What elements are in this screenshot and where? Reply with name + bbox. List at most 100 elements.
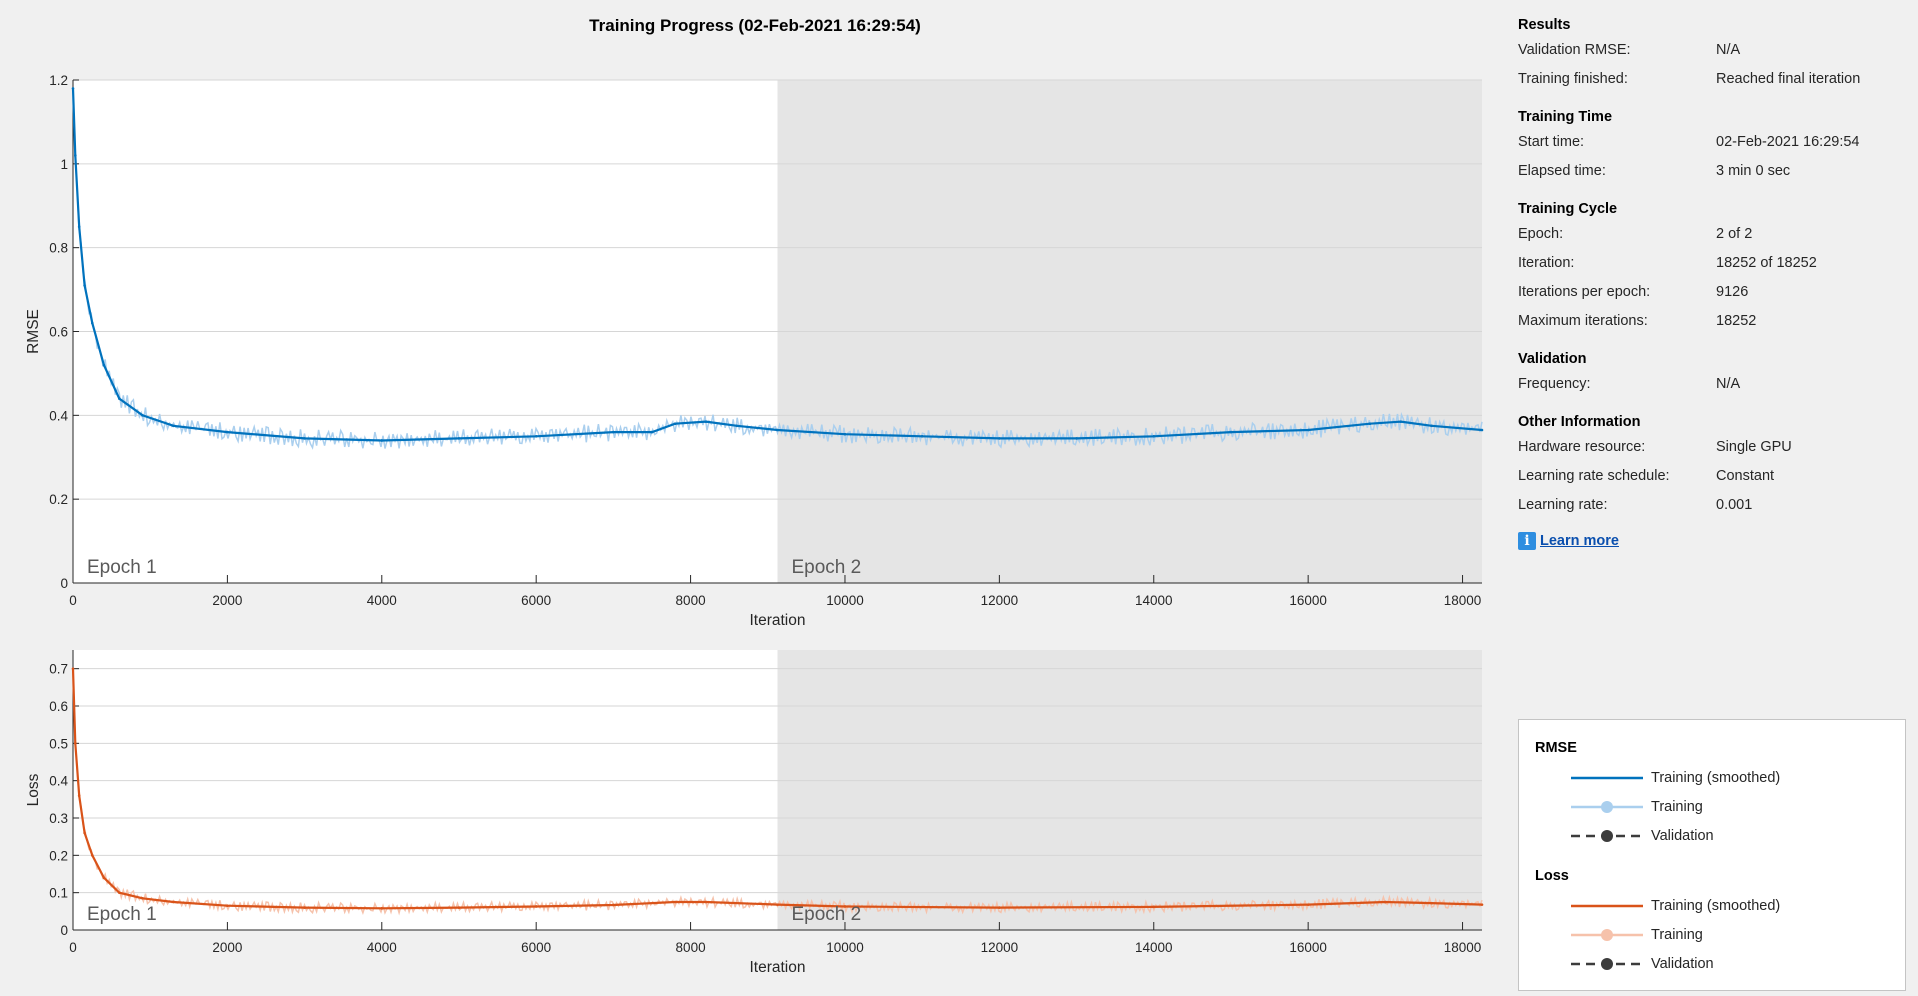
data-point — [1430, 901, 1433, 905]
x-tick-label: 16000 — [1289, 593, 1327, 608]
y-tick-label: 0.4 — [49, 774, 68, 789]
info-value: 18252 — [1716, 313, 1757, 329]
y-tick-label: 0.4 — [49, 408, 68, 423]
info-key: Start time: — [1518, 134, 1585, 150]
data-point — [172, 424, 175, 428]
data-point — [226, 430, 229, 434]
legend-loss-title: Loss — [1535, 868, 1569, 884]
section-title: Other Information — [1518, 414, 1641, 430]
y-tick-label: 0.1 — [49, 886, 68, 901]
x-tick-label: 4000 — [367, 593, 397, 608]
x-tick-label: 6000 — [521, 940, 551, 955]
x-tick-label: 4000 — [367, 940, 397, 955]
data-point — [1368, 422, 1372, 426]
info-row: Learning rate schedule: Constant — [1518, 462, 1908, 491]
y-tick-label: 0.7 — [49, 662, 68, 677]
section-title: Validation — [1518, 351, 1587, 367]
data-point — [776, 903, 779, 906]
y-tick-label: 1 — [60, 157, 68, 172]
learn-more[interactable]: i Learn more — [1518, 532, 1908, 550]
info-row: Iterations per epoch: 9126 — [1518, 278, 1908, 307]
results-section: Results Validation RMSE: N/A Training fin… — [1518, 14, 1908, 94]
x-tick-label: 18000 — [1444, 940, 1482, 955]
data-point — [118, 397, 121, 400]
info-icon[interactable]: i — [1518, 532, 1536, 550]
data-point — [90, 854, 94, 857]
data-point — [71, 667, 75, 670]
learn-more-link[interactable]: Learn more — [1540, 533, 1619, 549]
legend-loss-training: Training — [1571, 925, 1703, 945]
data-point — [1399, 420, 1403, 423]
y-tick-label: 0.5 — [49, 736, 68, 751]
legend-marker-icon — [1571, 929, 1643, 941]
data-point — [102, 876, 106, 880]
x-tick-label: 14000 — [1135, 940, 1173, 955]
x-tick-label: 8000 — [676, 593, 706, 608]
y-tick-label: 1.2 — [49, 73, 68, 88]
info-key: Elapsed time: — [1518, 163, 1606, 179]
data-point — [650, 430, 654, 434]
data-point — [1430, 424, 1433, 428]
data-point — [77, 225, 81, 229]
legend-line-icon — [1571, 904, 1643, 908]
info-row: Learning rate: 0.001 — [1518, 491, 1908, 520]
legend-rmse-validation: Validation — [1571, 826, 1714, 846]
data-point — [1229, 430, 1233, 434]
data-point — [303, 437, 306, 440]
info-key: Iteration: — [1518, 255, 1575, 271]
y-tick-label: 0.8 — [49, 241, 68, 256]
info-row: Start time: 02-Feb-2021 16:29:54 — [1518, 128, 1908, 157]
info-row: Iteration: 18252 of 18252 — [1518, 249, 1908, 278]
x-tick-label: 12000 — [981, 940, 1019, 955]
data-point — [612, 903, 615, 907]
epoch2-region — [777, 650, 1482, 930]
x-tick-label: 10000 — [826, 593, 864, 608]
validation-section: Validation Frequency: N/A — [1518, 348, 1908, 399]
data-point — [1306, 903, 1310, 906]
data-point — [1075, 437, 1078, 440]
legend-rmse-training: Training — [1571, 797, 1703, 817]
legend-rmse-training-smoothed: Training (smoothed) — [1571, 768, 1780, 788]
y-tick-label: 0.6 — [49, 699, 68, 714]
data-point — [1306, 428, 1310, 432]
x-tick-label: 18000 — [1444, 593, 1482, 608]
info-row: Validation RMSE: N/A — [1518, 36, 1908, 65]
info-key: Epoch: — [1518, 226, 1564, 242]
epoch-1-label: Epoch 1 — [87, 557, 157, 578]
y-axis-label: Loss — [25, 773, 42, 806]
section-title: Training Cycle — [1518, 201, 1618, 217]
data-point — [74, 742, 77, 745]
y-axis-label: RMSE — [25, 309, 42, 354]
chart-title: Training Progress (02-Feb-2021 16:29:54) — [589, 16, 921, 35]
loss-chart: 0 0.1 0.2 0.3 0.4 0.5 0.6 0.7 0 2000 4000 6000 8000 1… — [25, 650, 1484, 976]
data-point — [102, 363, 106, 367]
data-point — [673, 900, 677, 904]
info-key: Frequency: — [1518, 376, 1591, 392]
other-information-section: Other Information Hardware resource: Sing… — [1518, 411, 1908, 520]
legend-dashed-marker-icon — [1571, 830, 1643, 842]
data-point — [1152, 434, 1156, 438]
info-value: N/A — [1716, 42, 1741, 58]
info-value: 9126 — [1716, 284, 1749, 300]
data-point — [172, 900, 175, 904]
info-value: Single GPU — [1716, 439, 1792, 455]
y-tick-label: 0.2 — [49, 848, 68, 863]
epoch1-region — [73, 650, 778, 930]
section-title: Results — [1518, 17, 1571, 33]
data-point — [141, 896, 144, 900]
rmse-chart: 0 0.2 0.4 0.6 0.8 1 1.2 0 2000 4000 6000 8000 10000 1… — [25, 73, 1484, 629]
legend-label: Validation — [1651, 956, 1714, 972]
info-key: Learning rate schedule: — [1518, 468, 1670, 484]
data-point — [83, 831, 86, 835]
x-tick-label: 8000 — [676, 940, 706, 955]
data-point — [71, 87, 75, 90]
y-tick-label: 0 — [60, 923, 68, 938]
info-value: N/A — [1716, 376, 1741, 392]
data-point — [1152, 905, 1156, 909]
data-point — [704, 900, 708, 904]
info-key: Learning rate: — [1518, 497, 1608, 513]
legend-loss-validation: Validation — [1571, 954, 1714, 974]
info-value: Reached final iteration — [1716, 71, 1861, 87]
y-tick-label: 0.2 — [49, 492, 68, 507]
info-value: 02-Feb-2021 16:29:54 — [1716, 134, 1860, 150]
